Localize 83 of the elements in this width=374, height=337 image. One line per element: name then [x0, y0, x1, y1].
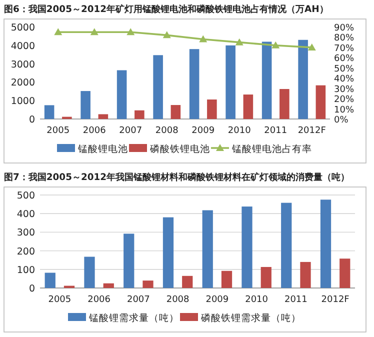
y-tick-label: 1000 [10, 96, 35, 108]
bar [142, 280, 154, 288]
y2-tick-label: 60% [334, 54, 354, 64]
y-tick-label: 500 [16, 190, 35, 202]
legend-label: 磷酸铁锂电池 [149, 143, 210, 155]
y-tick-label: 300 [16, 228, 35, 239]
y2-tick-label: 30% [334, 84, 354, 95]
x-tick-label: 2006 [82, 126, 106, 136]
y2-tick-label: 50% [334, 64, 354, 74]
chart-title: 图7：我国2005～2012年我国锰酸锂材料和磷酸铁锂材料在矿灯领域的消费量（吨） [4, 172, 350, 183]
bar [170, 105, 181, 119]
x-tick-label: 2007 [119, 126, 142, 136]
x-tick-label: 2008 [166, 295, 190, 305]
point [308, 43, 316, 50]
y-tick-label: 100 [16, 264, 35, 276]
y2-tick-label: 10% [334, 105, 354, 116]
bar [298, 40, 308, 119]
bar [242, 206, 252, 288]
point [235, 38, 244, 46]
bar [243, 94, 254, 119]
bar [207, 99, 217, 119]
x-tick-label: 2006 [88, 295, 111, 305]
bar [153, 55, 163, 119]
point [54, 28, 62, 36]
y-tick-label: 2000 [10, 78, 35, 89]
x-tick-label: 2012F [298, 126, 326, 136]
y-tick-label: 5000 [10, 22, 35, 34]
bar [103, 283, 114, 288]
legend-label: 磷酸铁锂需求量（吨） [200, 312, 301, 324]
y2-tick-label: 40% [334, 74, 354, 85]
x-tick-label: 2005 [48, 295, 72, 305]
bar [280, 89, 290, 119]
point [272, 41, 280, 48]
y2-tick-label: 20% [334, 95, 354, 106]
y-tick-label: 4000 [10, 40, 35, 52]
bar [340, 258, 350, 288]
point [162, 31, 171, 38]
bar [262, 42, 272, 119]
y2-tick-label: 0% [334, 116, 349, 126]
bar [260, 266, 272, 288]
legend-label: 锰酸锂电池占有率 [231, 143, 312, 155]
legend-label: 锰酸锂电池 [77, 143, 128, 155]
bar [320, 200, 332, 288]
y-tick-label: 200 [16, 246, 35, 258]
x-tick-label: 2009 [192, 126, 215, 136]
bar [226, 45, 236, 119]
bar [221, 270, 232, 288]
bar [116, 70, 127, 119]
x-tick-label: 2011 [264, 126, 288, 136]
y-tick-label: 3000 [10, 59, 35, 70]
bar [189, 49, 200, 119]
bar [300, 262, 311, 288]
x-tick-label: 2012F [321, 295, 350, 305]
bar [281, 202, 292, 288]
bar [316, 85, 326, 119]
y-tick-label: 0 [28, 114, 35, 126]
x-tick-label: 2007 [126, 295, 150, 305]
y2-tick-label: 90% [334, 24, 354, 34]
point [199, 35, 208, 42]
x-tick-label: 2008 [155, 126, 179, 136]
bar [162, 217, 174, 288]
y2-tick-label: 70% [334, 44, 354, 54]
chart-title: 图6：我国2005～2012年矿灯用锰酸锂电池和磷酸铁锂电池占有情况（万AH） [4, 4, 328, 15]
legend-label: 锰酸锂需求量（吨） [88, 312, 179, 324]
x-tick-label: 2011 [284, 295, 308, 305]
x-tick-label: 2005 [46, 126, 70, 136]
bar [202, 210, 213, 288]
y2-tick-label: 80% [334, 34, 354, 44]
bar [124, 234, 134, 288]
point [90, 28, 98, 36]
bar [80, 91, 90, 119]
x-tick-label: 2010 [228, 126, 252, 136]
bar [84, 256, 95, 288]
bar [182, 276, 193, 288]
bar [44, 272, 56, 288]
point [126, 28, 135, 36]
x-tick-label: 2010 [245, 295, 268, 305]
y-tick-label: 400 [16, 209, 35, 220]
x-tick-label: 2009 [206, 295, 229, 305]
bar [98, 114, 108, 119]
bar [44, 105, 54, 119]
bar [134, 110, 144, 119]
y-tick-label: 0 [28, 284, 35, 294]
